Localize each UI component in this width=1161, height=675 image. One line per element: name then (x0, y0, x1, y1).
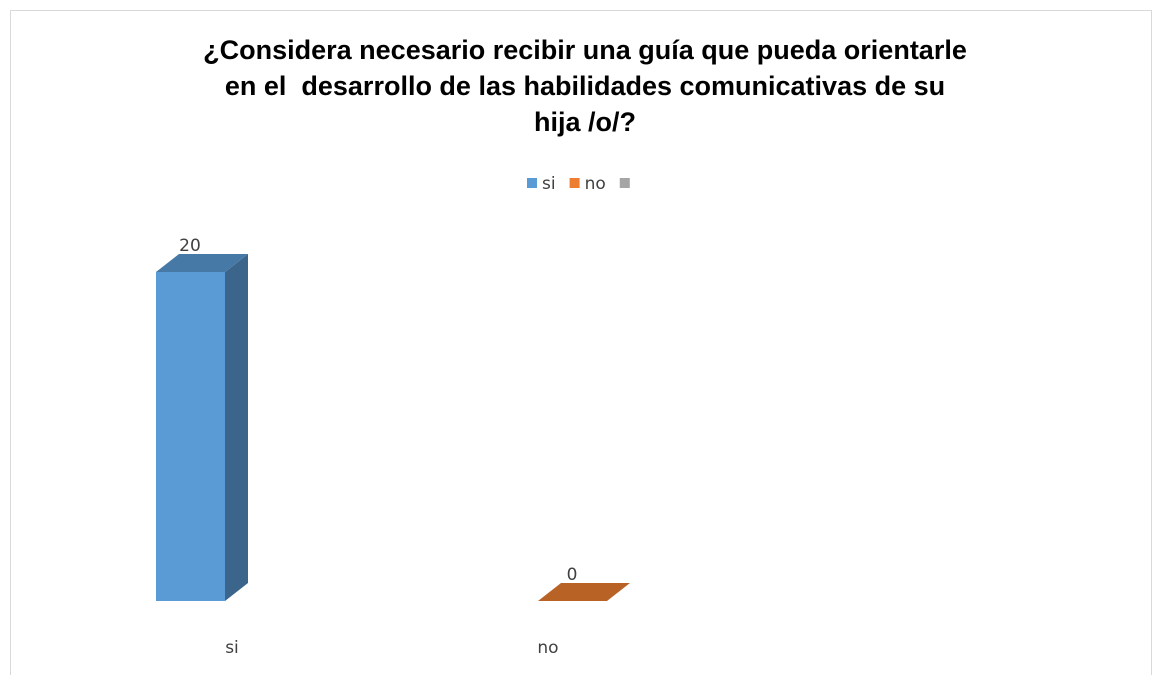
legend-swatch (569, 178, 580, 188)
chart-title: ¿Considera necesario recibir una guía qu… (203, 35, 967, 65)
bar (538, 583, 630, 601)
data-label: 0 (567, 565, 578, 585)
bar-top (156, 254, 248, 272)
bar-front (156, 272, 225, 601)
chart-title: hija /o/? (534, 107, 636, 137)
legend-label: si (542, 174, 556, 194)
x-tick-label: si (225, 638, 239, 658)
data-label: 20 (179, 236, 201, 256)
bar-side (225, 254, 248, 601)
legend-swatch (619, 178, 630, 188)
legend-label: no (585, 174, 606, 194)
legend-swatch (527, 178, 537, 188)
x-tick-label: no (537, 638, 558, 658)
bar-top (538, 583, 630, 601)
chart-title: en el desarrollo de las habilidades comu… (225, 71, 945, 101)
bar (156, 254, 248, 601)
